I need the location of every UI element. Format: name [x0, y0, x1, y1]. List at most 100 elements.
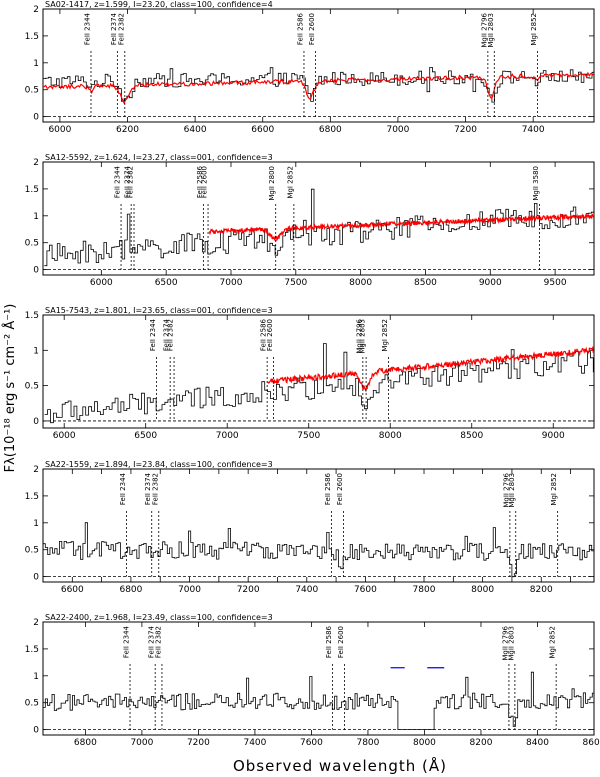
line-label: FeII 2374: [124, 165, 132, 198]
x-tick-label: 6500: [134, 431, 157, 441]
y-tick-label: 0.5: [25, 239, 39, 249]
x-tick-label: 9000: [479, 278, 502, 288]
y-tick-label: 1: [33, 59, 39, 69]
line-label: FeII 2344: [119, 472, 127, 505]
line-label: MgI 2852: [286, 166, 294, 199]
line-label: FeII 2382: [151, 473, 159, 505]
panel-title: SA15-7543, z=1.801, I=23.65, class=001, …: [45, 306, 273, 315]
panel-title: SA22-1559, z=1.894, I=23.84, class=100, …: [45, 460, 273, 469]
x-tick-label: 9500: [544, 278, 567, 288]
x-tick-label: 8000: [349, 278, 372, 288]
y-tick-label: 1.5: [25, 185, 39, 195]
model-spectrum: [43, 71, 594, 105]
x-tick-label: 7400: [522, 125, 545, 135]
figure-xlabel: Observed wavelength (Å): [233, 756, 447, 775]
y-tick-label: 1.5: [25, 32, 39, 42]
line-label: FeII 2600: [337, 626, 345, 658]
line-label: FeII 2586: [325, 625, 333, 658]
y-tick-label: 0.5: [25, 546, 39, 556]
observed-spectrum: [44, 343, 594, 424]
x-tick-label: 6600: [61, 585, 84, 595]
line-label: MgII 2796: [480, 12, 488, 47]
x-tick-label: 6800: [74, 738, 97, 748]
line-label: FeII 2382: [117, 13, 125, 45]
line-label: MgI 2852: [549, 626, 557, 659]
x-tick-label: 7200: [237, 585, 260, 595]
line-label: MgII 3580: [532, 166, 540, 201]
y-tick-label: 2: [33, 5, 39, 15]
figure-ylabel: Fλ(10⁻¹⁸ erg s⁻¹ cm⁻² Å⁻¹): [2, 304, 18, 473]
y-tick-label: 1: [33, 672, 39, 682]
plot-area: [43, 664, 594, 730]
x-tick-label: 7400: [243, 738, 266, 748]
line-label: MgII 2803: [508, 473, 516, 508]
x-tick-label: 6500: [155, 278, 178, 288]
y-tick-label: 1.5: [25, 645, 39, 655]
y-tick-label: 2: [33, 465, 39, 475]
observed-spectrum: [43, 671, 594, 730]
line-label: FeII 2382: [127, 166, 135, 198]
y-tick-label: 1.5: [25, 311, 39, 321]
line-label: FeII 2600: [308, 13, 316, 45]
y-tick-label: 2: [33, 618, 39, 628]
y-tick-label: 2: [33, 158, 39, 168]
plot-frame: [42, 621, 595, 736]
line-label: FeII 2586: [324, 472, 332, 505]
y-tick-label: 0: [33, 726, 39, 736]
line-label: FeII 2586: [196, 165, 204, 198]
x-tick-label: 7500: [284, 278, 307, 288]
line-label: FeII 2586: [297, 12, 305, 45]
x-tick-label: 6800: [119, 585, 142, 595]
x-tick-label: 6000: [90, 278, 113, 288]
x-tick-label: 8000: [379, 431, 402, 441]
line-label: MgII 2803: [359, 319, 367, 354]
x-tick-label: 6000: [53, 431, 76, 441]
line-label: FeII 2600: [266, 319, 274, 351]
spectrum-panel-2: SA12-5592, z=1.624, I=23.27, class=001, …: [25, 153, 595, 288]
x-tick-label: 8200: [470, 738, 493, 748]
x-tick-label: 6600: [251, 125, 274, 135]
y-tick-label: 0: [33, 417, 39, 427]
x-tick-label: 6000: [48, 125, 71, 135]
line-label: MgI 2852: [550, 473, 558, 506]
panel-title: SA22-2400, z=1.968, I=23.49, class=100, …: [45, 613, 273, 622]
x-tick-label: 7200: [454, 125, 477, 135]
line-label: MgI 2852: [381, 319, 389, 352]
observed-spectrum: [43, 67, 594, 103]
observed-spectrum: [43, 522, 594, 578]
line-label: FeII 2374: [110, 12, 118, 45]
line-label: FeII 2382: [167, 319, 175, 351]
x-tick-label: 8200: [530, 585, 553, 595]
x-tick-label: 7200: [187, 738, 210, 748]
x-tick-label: 7000: [386, 125, 409, 135]
x-tick-label: 7600: [354, 585, 377, 595]
model-spectrum: [267, 345, 594, 393]
line-label: FeII 2374: [148, 625, 156, 658]
plot-area: [44, 188, 594, 270]
line-label: FeII 2600: [336, 473, 344, 505]
y-tick-label: 0: [33, 573, 39, 583]
plot-area: [43, 511, 594, 578]
y-tick-label: 1.5: [25, 492, 39, 502]
x-tick-label: 8000: [413, 738, 436, 748]
spectrum-panel-4: SA22-1559, z=1.894, I=23.84, class=100, …: [25, 460, 595, 595]
panels: SA02-1417, z=1.599, I=23.20, class=100, …: [25, 0, 600, 748]
line-label: MgII 2803: [507, 626, 515, 661]
x-tick-label: 7000: [216, 431, 239, 441]
line-label: MgII 2796: [502, 472, 510, 507]
y-tick-label: 0.5: [25, 699, 39, 709]
x-tick-label: 6400: [184, 125, 207, 135]
line-label: FeII 2586: [260, 318, 268, 351]
spectrum-panel-5: SA22-2400, z=1.968, I=23.49, class=100, …: [25, 613, 600, 748]
y-tick-label: 0: [33, 266, 39, 276]
line-label: FeII 2374: [163, 318, 171, 351]
x-tick-label: 7000: [130, 738, 153, 748]
x-tick-label: 7500: [297, 431, 320, 441]
line-label: FeII 2382: [155, 626, 163, 658]
y-tick-label: 1: [33, 519, 39, 529]
spectrum-panel-1: SA02-1417, z=1.599, I=23.20, class=100, …: [25, 0, 595, 135]
x-tick-label: 9000: [542, 431, 565, 441]
plot-area: [44, 343, 594, 424]
